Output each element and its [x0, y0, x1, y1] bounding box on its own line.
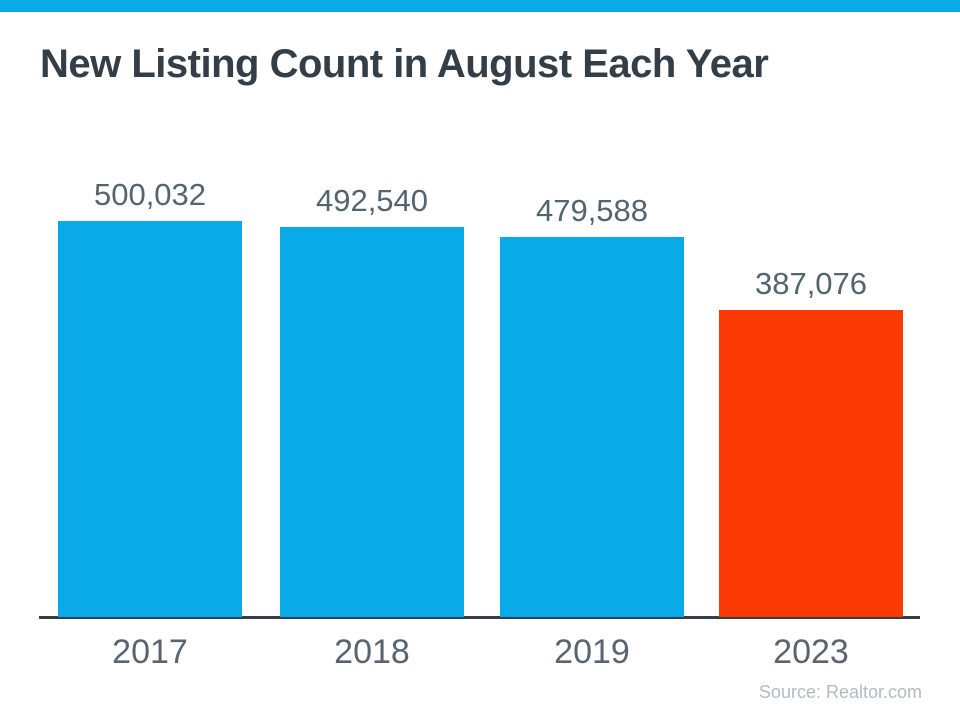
chart-title: New Listing Count in August Each Year — [40, 42, 769, 86]
top-accent-bar — [0, 0, 960, 12]
x-tick-label: 2023 — [773, 633, 849, 671]
bar-2019 — [500, 237, 684, 617]
x-tick-label: 2019 — [554, 633, 630, 671]
x-tick-label: 2018 — [334, 633, 410, 671]
bar-value-label: 479,588 — [535, 193, 649, 228]
bar-value-label: 492,540 — [315, 183, 429, 218]
bar-value-label: 387,076 — [754, 266, 868, 301]
bar-2023 — [719, 310, 903, 617]
x-tick-label: 2017 — [112, 633, 188, 671]
bar-2018 — [280, 227, 464, 617]
bar-value-label: 500,032 — [93, 177, 207, 212]
bar-2017 — [58, 221, 242, 617]
x-axis-line — [39, 616, 920, 619]
source-attribution: Source: Realtor.com — [758, 682, 922, 702]
